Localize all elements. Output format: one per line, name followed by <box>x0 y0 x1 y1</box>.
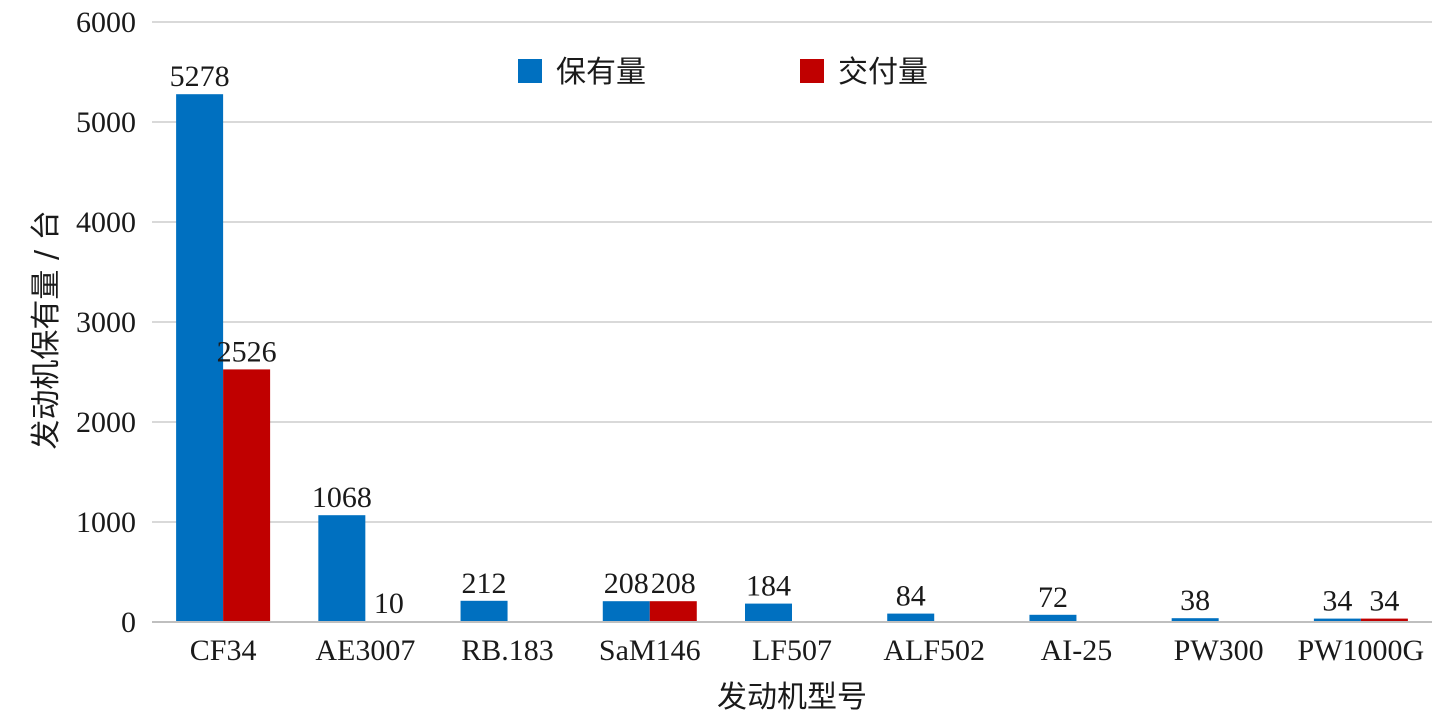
data-label: 84 <box>896 580 926 613</box>
x-tick-label: CF34 <box>190 634 257 667</box>
data-label: 34 <box>1322 585 1352 618</box>
legend-swatch <box>518 59 542 83</box>
data-label: 212 <box>462 567 507 600</box>
bar-holdings <box>176 94 224 622</box>
bar-deliveries <box>223 369 271 622</box>
bar-deliveries <box>1360 618 1408 622</box>
x-tick-label: RB.183 <box>461 634 554 667</box>
data-labels: 5278 2526 1068 10 212 208 208 184 84 72 38 34 34 <box>170 60 1400 620</box>
legend-swatch <box>800 59 824 83</box>
data-label: 5278 <box>170 60 230 93</box>
y-tick-label: 5000 <box>76 106 136 139</box>
legend: 保有量 交付量 <box>518 55 928 90</box>
x-tick-label: LF507 <box>752 634 832 667</box>
y-axis-title: 发动机保有量 / 台 <box>29 210 64 449</box>
bar-holdings <box>887 613 935 622</box>
y-tick-label: 4000 <box>76 206 136 239</box>
x-tick-label: PW1000G <box>1298 634 1425 667</box>
y-tick-label: 0 <box>121 606 136 639</box>
data-label: 1068 <box>312 481 372 514</box>
bar-holdings <box>460 600 508 622</box>
bar-holdings <box>1029 614 1077 622</box>
data-label: 2526 <box>217 335 277 368</box>
data-label: 184 <box>746 570 791 603</box>
gridlines <box>152 21 1432 523</box>
bar-holdings <box>745 603 792 622</box>
bars <box>176 94 1408 622</box>
x-tick-label: SaM146 <box>599 634 701 667</box>
bar-holdings <box>602 601 650 622</box>
y-tick-label: 2000 <box>76 406 136 439</box>
data-label: 34 <box>1369 585 1399 618</box>
bar-deliveries <box>649 601 697 622</box>
x-axis-title: 发动机型号 <box>717 680 867 715</box>
bar-holdings <box>1313 618 1361 622</box>
data-label: 208 <box>651 567 696 600</box>
bar-holdings <box>1171 618 1219 622</box>
y-tick-label: 1000 <box>76 506 136 539</box>
x-tick-label: AI-25 <box>1041 634 1113 667</box>
x-tick-label: PW300 <box>1174 634 1264 667</box>
y-axis-ticks: 0 1000 2000 3000 4000 5000 6000 <box>76 6 136 639</box>
data-label: 72 <box>1038 581 1068 614</box>
x-axis-ticks: CF34 AE3007 RB.183 SaM146 LF507 ALF502 AI-25 PW… <box>190 634 1424 667</box>
data-label: 38 <box>1180 584 1210 617</box>
legend-label: 保有量 <box>556 55 646 90</box>
data-label: 208 <box>604 567 649 600</box>
bar-holdings <box>318 515 366 622</box>
x-tick-label: ALF502 <box>883 634 985 667</box>
y-tick-label: 3000 <box>76 306 136 339</box>
y-tick-label: 6000 <box>76 6 136 39</box>
legend-label: 交付量 <box>838 55 928 90</box>
data-label: 10 <box>374 587 404 620</box>
x-tick-label: AE3007 <box>315 634 415 667</box>
